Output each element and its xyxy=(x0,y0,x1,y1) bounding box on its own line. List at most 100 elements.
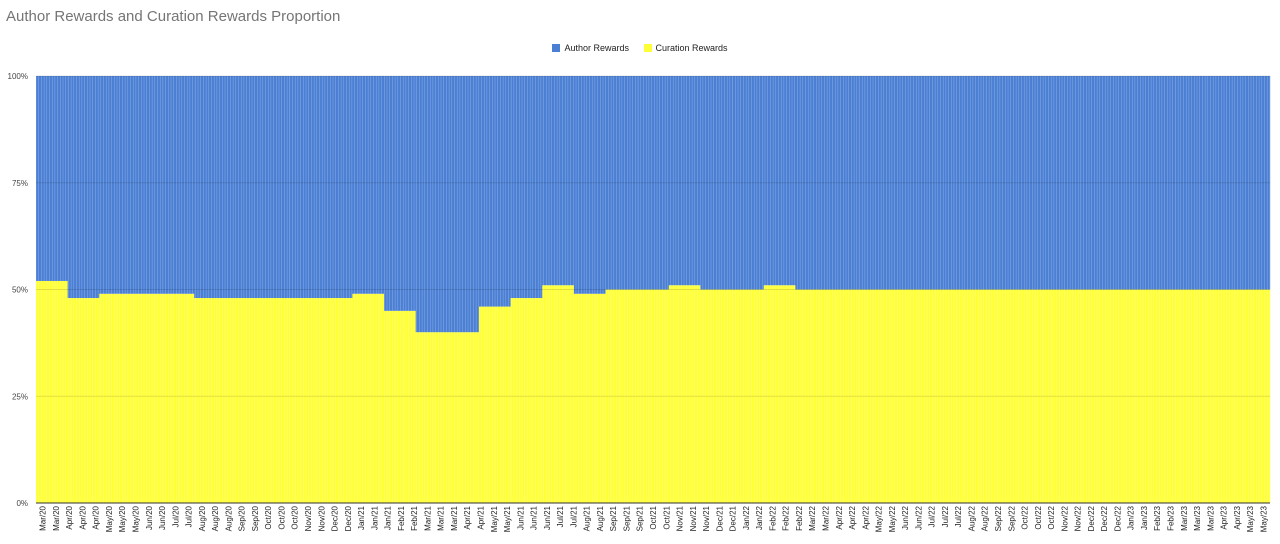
bar-author-Dec/20 xyxy=(320,76,353,299)
x-tick-label: Sep/22 xyxy=(1007,505,1016,531)
x-tick-label: Jan/21 xyxy=(384,505,393,530)
x-tick-label: Aug/21 xyxy=(583,505,592,531)
y-tick-label: 75% xyxy=(12,179,28,188)
x-tick-label: Feb/21 xyxy=(397,505,406,530)
x-tick-label: Apr/20 xyxy=(92,505,101,529)
x-tick-label: May/20 xyxy=(132,505,141,532)
x-tick-label: Oct/20 xyxy=(264,505,273,529)
bar-author-Aug/20 xyxy=(194,76,227,299)
x-tick-label: Jan/21 xyxy=(370,505,379,530)
legend-swatch-curation xyxy=(643,43,652,52)
x-tick-label: Nov/20 xyxy=(304,505,313,531)
bar-author-Apr/20 xyxy=(67,76,100,299)
legend-item-author[interactable]: Author Rewards xyxy=(552,43,629,53)
x-tick-label: Dec/20 xyxy=(331,505,340,531)
x-tick-label: Jun/21 xyxy=(543,505,552,530)
bar-author-Jul/21 xyxy=(542,76,575,286)
bar-curation-Jul/21 xyxy=(542,285,575,503)
x-tick-label: Jul/21 xyxy=(556,505,565,527)
x-tick-label: Apr/23 xyxy=(1220,505,1229,529)
bar-author-Mar/23 xyxy=(1175,76,1207,290)
y-tick-label: 100% xyxy=(8,72,28,81)
x-tick-label: Aug/22 xyxy=(967,505,976,531)
x-tick-label: Jun/21 xyxy=(530,505,539,530)
x-tick-label: Sep/21 xyxy=(622,505,631,531)
bar-curation-Dec/22 xyxy=(1080,289,1112,503)
x-tick-label: Dec/22 xyxy=(1113,505,1122,531)
x-tick-label: Jun/20 xyxy=(158,505,167,530)
bar-curation-Mar/22 xyxy=(795,289,828,503)
bar-author-Jan/22 xyxy=(732,76,764,290)
x-tick-label: Dec/21 xyxy=(715,505,724,531)
bar-curation-Oct/21 xyxy=(637,289,670,503)
x-tick-label: Mar/23 xyxy=(1193,505,1202,530)
x-tick-label: Jul/20 xyxy=(185,505,194,527)
bar-author-Feb/21 xyxy=(384,76,416,311)
bar-curation-Feb/21 xyxy=(384,310,416,503)
legend-label-author: Author Rewards xyxy=(564,42,629,53)
bar-curation-Sep/22 xyxy=(985,289,1018,503)
bar-author-Oct/21 xyxy=(637,76,670,290)
x-tick-label: Jul/22 xyxy=(954,505,963,527)
bar-author-May/22 xyxy=(858,76,891,290)
x-tick-label: Sep/20 xyxy=(251,505,260,531)
x-tick-label: Apr/20 xyxy=(65,505,74,529)
bar-curation-Oct/22 xyxy=(1016,289,1049,503)
x-tick-label: Apr/22 xyxy=(848,505,857,529)
y-tick-label: 25% xyxy=(12,392,28,401)
legend: Author Rewards Curation Rewards xyxy=(0,42,1280,53)
x-tick-label: Jul/22 xyxy=(928,505,937,527)
x-tick-label: Sep/22 xyxy=(994,505,1003,531)
x-tick-label: Nov/22 xyxy=(1074,505,1083,531)
x-tick-label: Apr/22 xyxy=(861,505,870,529)
bar-author-Feb/22 xyxy=(763,76,796,286)
bar-author-Aug/22 xyxy=(953,76,986,290)
x-tick-label: Feb/22 xyxy=(768,505,777,530)
x-tick-label: Apr/21 xyxy=(463,505,472,529)
bar-curation-Nov/21 xyxy=(668,285,701,503)
x-tick-label: May/23 xyxy=(1259,505,1268,532)
x-tick-label: Aug/20 xyxy=(211,505,220,531)
x-tick-label: Jan/22 xyxy=(742,505,751,530)
x-tick-label: Oct/21 xyxy=(662,505,671,529)
bar-curation-May/20 xyxy=(99,293,132,503)
bar-author-Mar/22 xyxy=(795,76,828,290)
x-tick-label: Dec/22 xyxy=(1100,505,1109,531)
bar-author-Sep/22 xyxy=(985,76,1018,290)
bar-author-Jul/20 xyxy=(162,76,195,294)
x-tick-label: Jun/22 xyxy=(901,505,910,530)
x-tick-label: Mar/22 xyxy=(808,505,817,530)
x-tick-label: Jan/22 xyxy=(755,505,764,530)
bar-curation-Nov/20 xyxy=(289,298,321,503)
x-tick-label: Jan/21 xyxy=(357,505,366,530)
x-tick-label: Jul/20 xyxy=(171,505,180,527)
x-tick-label: Oct/22 xyxy=(1034,505,1043,529)
x-tick-label: Feb/23 xyxy=(1166,505,1175,530)
x-tick-label: Aug/20 xyxy=(224,505,233,531)
bar-curation-May/23 xyxy=(1238,289,1271,503)
x-tick-label: May/20 xyxy=(118,505,127,532)
bar-curation-Aug/20 xyxy=(194,298,227,503)
x-tick-label: Feb/22 xyxy=(795,505,804,530)
bar-author-Mar/21 xyxy=(415,76,448,333)
x-tick-label: Aug/22 xyxy=(981,505,990,531)
y-tick-label: 0% xyxy=(16,499,28,508)
bar-author-May/23 xyxy=(1238,76,1271,290)
bar-curation-Dec/20 xyxy=(320,298,353,503)
x-tick-label: May/23 xyxy=(1246,505,1255,532)
x-tick-label: Oct/22 xyxy=(1021,505,1030,529)
x-tick-label: Dec/20 xyxy=(344,505,353,531)
x-tick-label: Aug/20 xyxy=(198,505,207,531)
bar-author-Nov/20 xyxy=(289,76,321,299)
legend-item-curation[interactable]: Curation Rewards xyxy=(643,43,728,53)
x-tick-label: Nov/22 xyxy=(1060,505,1069,531)
bar-curation-Jul/20 xyxy=(162,293,195,503)
x-tick-label: Sep/21 xyxy=(609,505,618,531)
bar-author-Jun/21 xyxy=(510,76,543,299)
x-tick-label: May/22 xyxy=(875,505,884,532)
x-tick-label: Oct/22 xyxy=(1047,505,1056,529)
bar-author-Oct/22 xyxy=(1016,76,1049,290)
bar-author-Apr/23 xyxy=(1206,76,1239,290)
x-tick-label: May/21 xyxy=(490,505,499,532)
x-tick-label: Jun/21 xyxy=(516,505,525,530)
